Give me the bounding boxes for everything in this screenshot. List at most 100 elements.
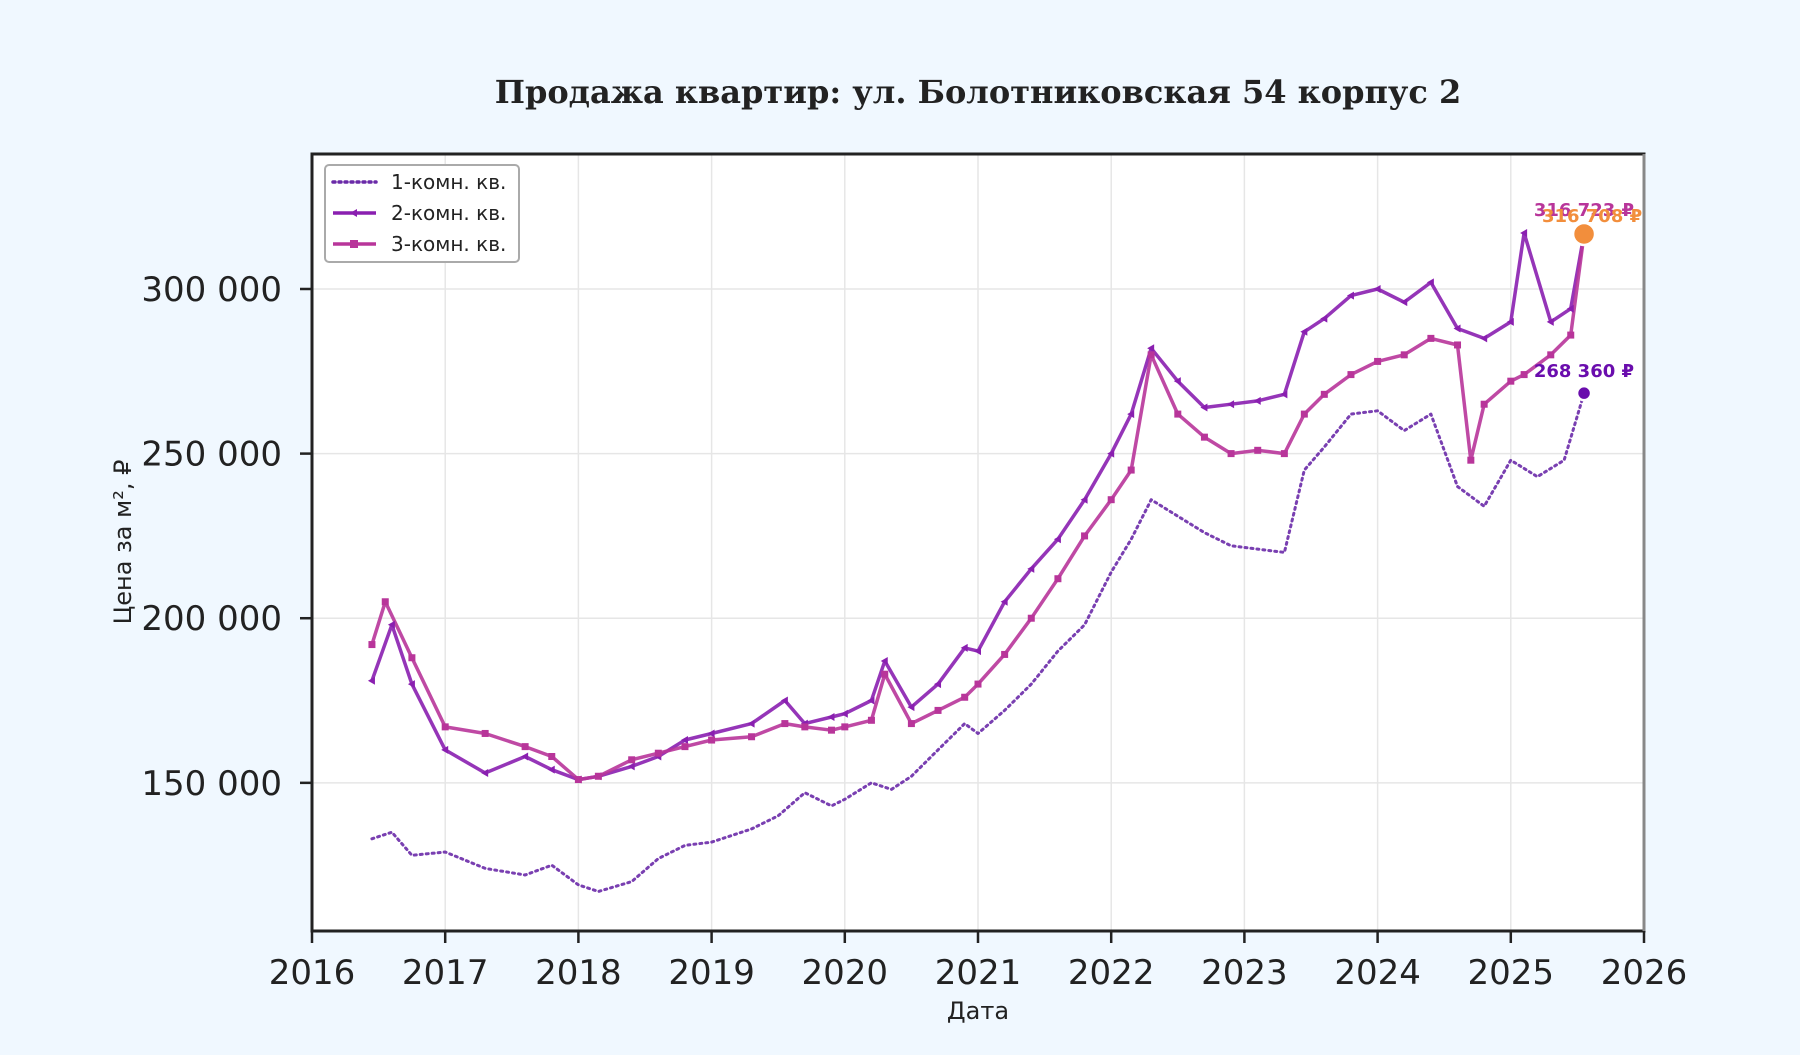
data-point [368,641,376,649]
data-point [780,696,788,705]
data-point [628,756,636,764]
data-point [1001,650,1009,658]
series-line-1 [370,391,1586,893]
data-point [881,670,889,678]
data-point [1200,433,1208,441]
data-point [1346,291,1354,300]
data-point [747,719,755,728]
data-point [1227,450,1235,458]
data-point [1566,304,1574,313]
data-point [1147,351,1155,359]
data-point [1027,564,1035,573]
data-point [1054,575,1062,583]
data-point [867,716,875,724]
data-point [1127,410,1135,419]
legend-items: 1-комн. кв. 2-комн. кв. 3-комн. кв. [331,170,506,256]
data-point [934,680,942,689]
data-point [1480,400,1488,408]
data-point [748,733,756,741]
data-point [627,762,635,771]
data-point [1127,466,1135,474]
data-point [654,749,662,757]
data-point [801,723,809,731]
data-point [841,723,849,731]
y-tick-label: 300 000 [141,270,282,310]
data-point [1347,371,1355,379]
endpoint-label: 316 723 ₽ [1534,200,1634,221]
y-axis-title: Цена за м², ₽ [109,460,137,625]
x-tick-label: 2016 [269,953,356,993]
data-point [1227,400,1235,409]
data-point [840,709,848,718]
endpoint-layer: 316 723 ₽316 708 ₽ 268 360 ₽ [1534,200,1642,402]
x-tick-label: 2023 [1201,953,1288,993]
y-axis-ticks: 150 000 200 000 250 000 300 000 [141,270,312,804]
data-point [1374,357,1382,365]
data-point [707,729,715,738]
data-point [1080,495,1088,504]
data-point [974,647,981,656]
data-point [1200,403,1208,412]
data-point [1454,341,1462,349]
series-line-3 [370,232,1586,782]
data-point [1427,334,1435,342]
data-point [1426,278,1434,287]
data-point [1107,449,1115,458]
data-point [1480,334,1488,343]
legend-label: 3-комн. кв. [391,232,506,256]
data-point [1453,324,1461,333]
data-point [960,643,968,652]
data-point [387,620,395,629]
data-point [1546,317,1554,326]
data-point [1520,371,1528,379]
data-point [548,753,556,761]
data-point [1027,614,1035,622]
legend-marker [350,240,358,248]
x-tick-label: 2021 [935,953,1022,993]
data-point [367,676,375,685]
data-point [961,693,969,701]
endpoint-label: 268 360 ₽ [1534,361,1634,382]
data-point [880,657,888,666]
data-point [1400,298,1408,307]
data-point [1373,284,1381,293]
x-tick-label: 2026 [1601,953,1688,993]
data-point [441,723,449,731]
data-point [594,772,602,780]
data-point [574,776,582,784]
data-point [1254,446,1262,454]
data-point [381,598,389,606]
x-tick-label: 2018 [535,953,622,993]
data-point [907,720,915,728]
legend-marker [350,209,357,217]
legend-label: 1-комн. кв. [391,170,506,194]
data-point [1107,496,1115,504]
data-point [441,745,449,754]
endpoint-marker [1575,384,1593,402]
legend-box [324,164,520,263]
data-point [521,752,529,761]
data-point [1467,456,1475,464]
data-point [867,696,875,705]
data-point [1506,317,1514,326]
data-point [1400,351,1408,359]
endpoint-marker [1571,221,1597,247]
data-point [974,680,982,688]
data-point [1507,377,1515,385]
data-point [1547,351,1555,359]
x-tick-label: 2017 [402,953,489,993]
data-point [1173,377,1181,386]
x-tick-label: 2019 [668,953,755,993]
data-point [521,743,529,751]
x-tick-label: 2024 [1334,953,1421,993]
data-point [1147,344,1155,353]
data-point [408,654,416,662]
y-tick-label: 150 000 [141,764,282,804]
endpoint-label: 316 708 ₽ [1542,206,1642,227]
data-point [1300,327,1308,336]
y-tick-label: 250 000 [141,435,282,475]
x-tick-label: 2022 [1068,953,1155,993]
data-point [1081,532,1089,540]
